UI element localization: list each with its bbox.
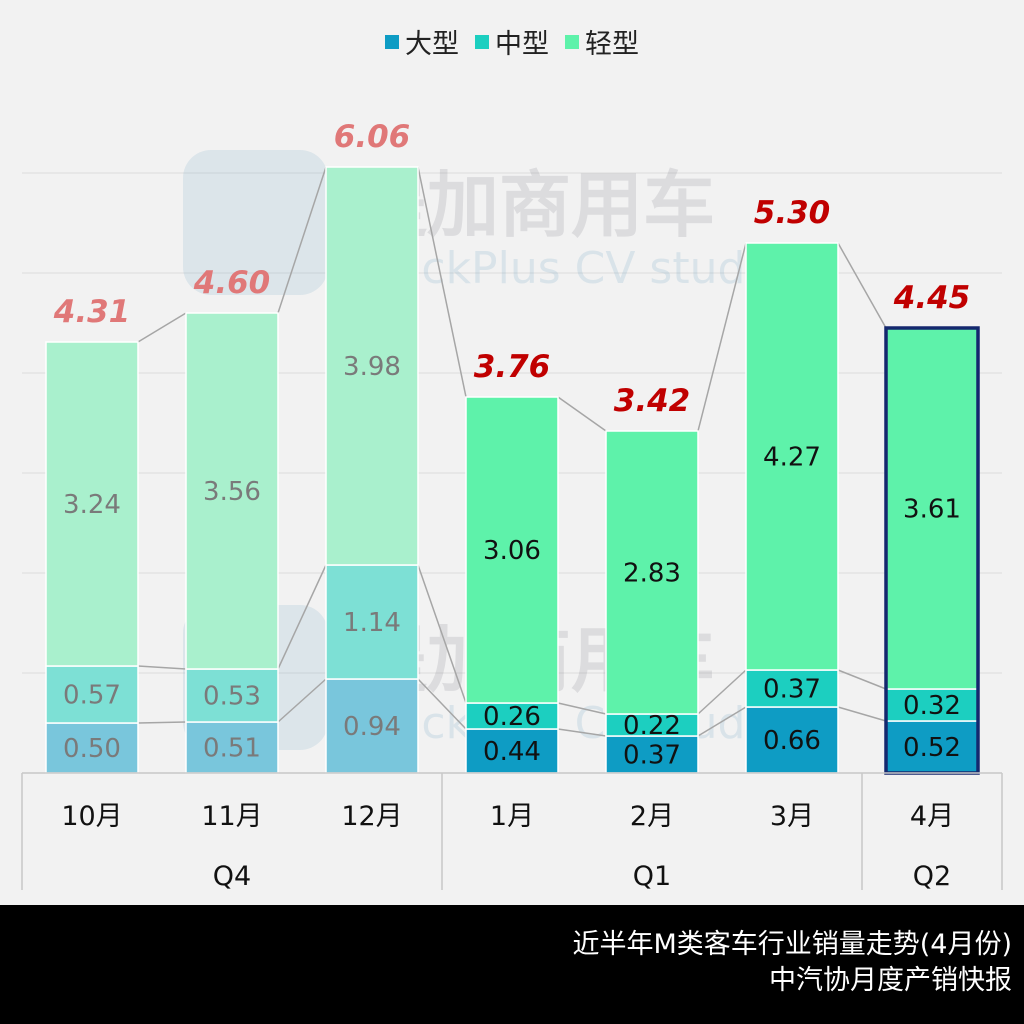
- group-label: Q4: [213, 861, 251, 892]
- total-label: 4.60: [193, 265, 271, 301]
- data-label: 0.66: [763, 726, 821, 756]
- legend-label: 大型: [405, 29, 459, 60]
- data-label: 0.53: [203, 682, 261, 712]
- data-label: 0.51: [203, 734, 261, 764]
- bar-segment-轻型: [325, 166, 419, 566]
- data-label: 0.26: [483, 702, 541, 732]
- connector-line: [557, 396, 607, 432]
- data-label: 0.32: [903, 691, 961, 721]
- x-tick-label: 3月: [770, 801, 814, 832]
- watermark-text-en: TruckPlus CV studio: [354, 243, 785, 294]
- connector-line: [837, 706, 887, 722]
- legend-item-1: 中型: [475, 22, 549, 61]
- bar-segment-轻型: [185, 312, 279, 670]
- group-label: Q2: [913, 861, 951, 892]
- connector-line: [137, 312, 187, 343]
- x-tick-label: 1月: [490, 801, 534, 832]
- connector-line: [417, 678, 467, 730]
- data-label: 3.56: [203, 477, 261, 507]
- data-label: 0.94: [343, 712, 401, 742]
- data-label: 0.50: [63, 734, 121, 764]
- connector-line: [697, 669, 747, 715]
- bar-segment-轻型: [45, 341, 139, 667]
- legend-item-2: 轻型: [565, 22, 639, 61]
- bar-segment-中型: [465, 702, 559, 730]
- data-label: 3.24: [63, 490, 121, 520]
- legend-swatch: [385, 34, 399, 49]
- data-label: 3.61: [903, 495, 961, 525]
- connector-line: [137, 721, 187, 724]
- x-tick-label: 2月: [630, 801, 674, 832]
- bar-segment-轻型: [885, 327, 979, 690]
- connector-line: [557, 728, 607, 737]
- bar-segment-大型: [885, 720, 979, 774]
- legend-item-0: 大型: [385, 22, 459, 61]
- legend-label: 中型: [495, 29, 549, 60]
- data-label: 0.37: [763, 675, 821, 705]
- data-label: 3.98: [343, 352, 401, 382]
- footer: 近半年M类客车行业销量走势(4月份) 中汽协月度产销快报: [0, 905, 1024, 1024]
- connector-line: [137, 665, 187, 670]
- data-label: 0.57: [63, 681, 121, 711]
- total-label: 4.45: [893, 280, 971, 316]
- bar-segment-轻型: [605, 430, 699, 715]
- legend-swatch: [565, 34, 579, 49]
- watermark-logo: [183, 150, 328, 295]
- footer-title: 近半年M类客车行业销量走势(4月份): [572, 929, 1012, 960]
- connector-line: [417, 564, 467, 704]
- bar-segment-轻型: [465, 396, 559, 704]
- legend: 大型 中型 轻型: [0, 22, 1024, 61]
- connector-line: [837, 242, 887, 329]
- total-label: 3.76: [474, 349, 551, 385]
- bar-segment-中型: [325, 564, 419, 680]
- connector-line: [697, 242, 747, 432]
- connector-line: [277, 166, 327, 314]
- data-label: 0.22: [623, 711, 681, 741]
- bar-segment-中型: [45, 665, 139, 724]
- total-label: 3.42: [614, 383, 691, 419]
- legend-swatch: [475, 34, 489, 49]
- connector-line: [277, 564, 327, 670]
- connector-line: [417, 166, 467, 398]
- total-label: 4.31: [53, 294, 131, 330]
- data-label: 0.37: [623, 741, 681, 771]
- data-label: 3.06: [483, 536, 541, 566]
- bar-segment-大型: [45, 722, 139, 774]
- data-label: 4.27: [763, 443, 821, 473]
- x-tick-label: 10月: [61, 801, 122, 832]
- bar-segment-大型: [325, 678, 419, 774]
- data-label: 0.44: [483, 737, 541, 767]
- bar-segment-中型: [185, 668, 279, 723]
- x-tick-label: 11月: [201, 801, 262, 832]
- footer-source: 中汽协月度产销快报: [769, 965, 1012, 996]
- legend-label: 轻型: [585, 29, 639, 60]
- connector-line: [697, 706, 747, 737]
- connector-line: [557, 702, 607, 715]
- total-label: 6.06: [334, 119, 411, 155]
- data-label: 1.14: [343, 608, 401, 638]
- bar-segment-大型: [465, 728, 559, 774]
- data-label: 2.83: [623, 559, 681, 589]
- x-tick-label: 12月: [341, 801, 402, 832]
- connector-line: [277, 678, 327, 723]
- group-label: Q1: [633, 861, 671, 892]
- x-tick-label: 4月: [910, 801, 954, 832]
- watermark-text-en: TruckPlus CV studio: [354, 698, 785, 749]
- bar-segment-轻型: [745, 242, 839, 671]
- data-label: 0.52: [903, 733, 961, 763]
- total-label: 5.30: [754, 195, 831, 231]
- connector-line: [837, 669, 887, 690]
